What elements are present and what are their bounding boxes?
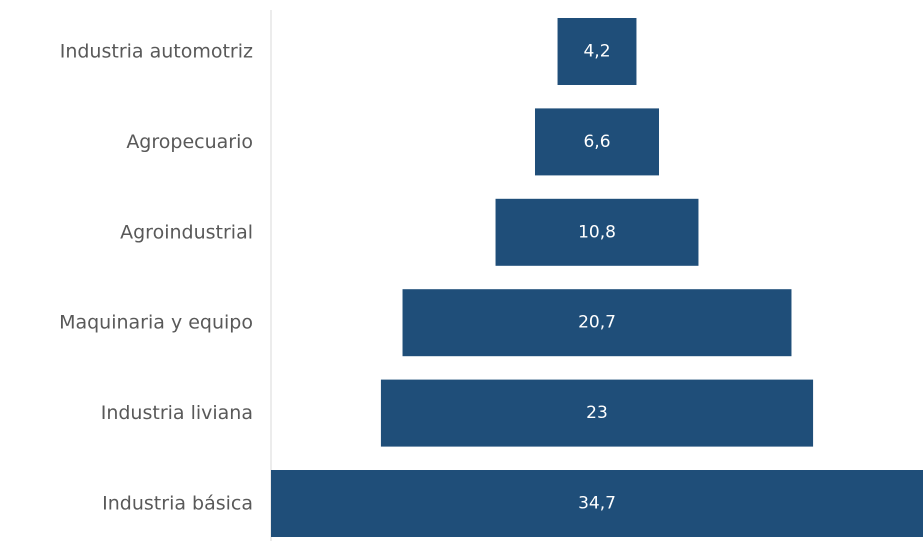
- value-labels-group: 4,2 6,6 10,8 20,7 23 34,7: [578, 42, 616, 514]
- category-label-2: Agroindustrial: [120, 221, 253, 243]
- value-label-4: 23: [586, 403, 608, 423]
- category-labels-group: Industria automotriz Agropecuario Agroindu…: [59, 41, 253, 515]
- value-label-5: 34,7: [578, 494, 616, 514]
- value-label-1: 6,6: [583, 132, 610, 152]
- category-label-5: Industria básica: [102, 493, 253, 515]
- bar-2: [495, 198, 699, 266]
- category-label-4: Industria liviana: [101, 402, 253, 424]
- bar-3: [402, 289, 792, 357]
- value-label-2: 10,8: [578, 222, 616, 242]
- bar-0: [557, 18, 637, 85]
- category-label-1: Agropecuario: [126, 131, 253, 153]
- value-label-0: 4,2: [583, 42, 610, 62]
- bar-1: [534, 108, 660, 176]
- bars-group: [271, 18, 923, 537]
- value-label-3: 20,7: [578, 313, 616, 333]
- bar-4: [380, 379, 814, 447]
- bar-5: [271, 470, 923, 537]
- category-label-3: Maquinaria y equipo: [59, 312, 253, 334]
- category-label-0: Industria automotriz: [60, 41, 253, 63]
